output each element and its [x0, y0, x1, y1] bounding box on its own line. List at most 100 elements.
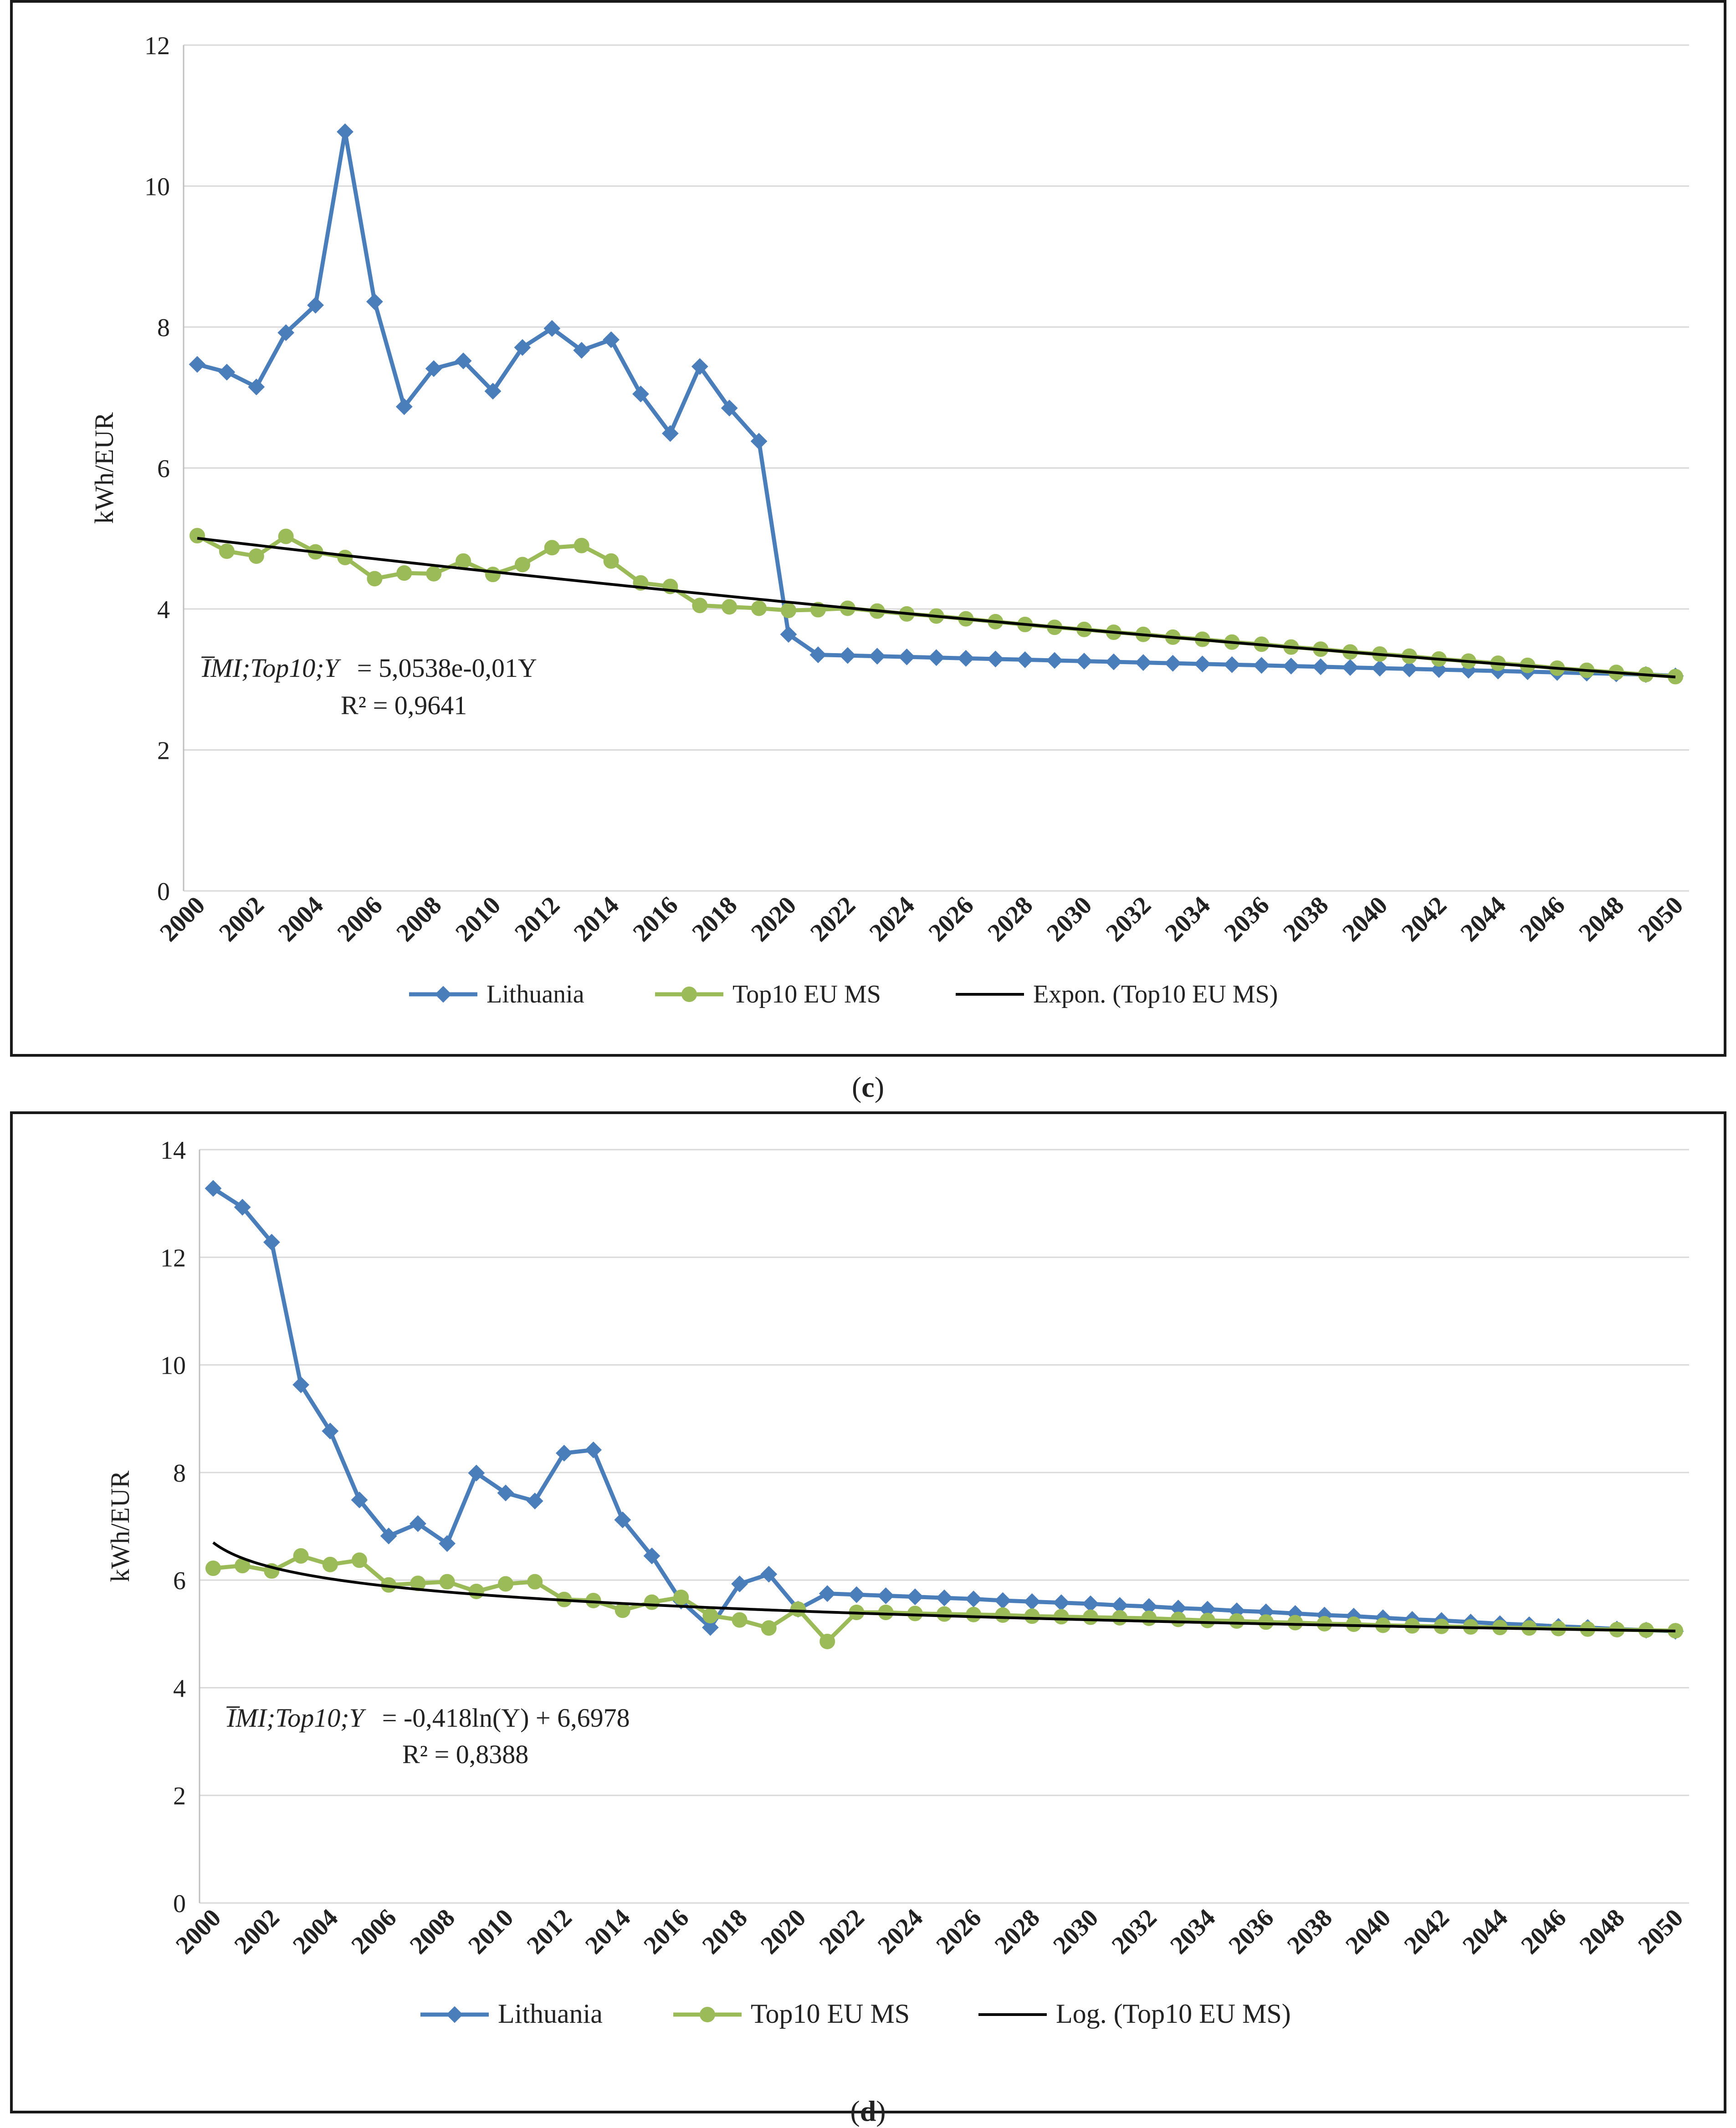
lithuania-point — [603, 331, 620, 348]
top10-point — [995, 1607, 1011, 1623]
lithuania-point — [337, 123, 353, 140]
chart-d-r-squared: R² = 0,8388 — [402, 1739, 528, 1769]
x-tick-label: 2006 — [346, 1903, 402, 1959]
lithuania-point — [439, 1535, 456, 1552]
x-tick-label: 2004 — [273, 891, 329, 947]
lithuania-point — [702, 1619, 719, 1636]
lithuania-point — [1024, 1593, 1041, 1610]
chart-d-ylabel: kWh/EUR — [105, 1470, 135, 1582]
lithuania-point — [750, 433, 768, 450]
x-tick-label: 2004 — [287, 1903, 343, 1959]
top10-point — [1083, 1609, 1098, 1625]
x-tick-label: 2022 — [805, 891, 861, 947]
lithuania-point — [614, 1511, 631, 1529]
lithuania-point — [760, 1565, 778, 1583]
x-tick-label: 2024 — [864, 891, 920, 947]
lithuania-point — [1194, 655, 1211, 673]
legend-lithuania-label: Lithuania — [486, 980, 584, 1008]
x-tick-label: 2014 — [568, 891, 625, 947]
top10-point — [751, 600, 767, 616]
equation-lhs: I̅MI;Top10;Y — [226, 1703, 367, 1733]
lithuania-point — [643, 1547, 661, 1565]
lithuania-point — [632, 385, 649, 403]
chart-d-equation: I̅MI;Top10;Y = -0,418ln(Y) + 6,6978 — [226, 1703, 630, 1733]
lithuania-point — [1401, 660, 1418, 677]
y-tick-label: 6 — [157, 455, 170, 483]
chart-c-r-squared: R² = 0,9641 — [341, 691, 467, 720]
x-tick-label: 2018 — [686, 891, 743, 947]
lithuania-point — [395, 398, 413, 415]
top10-point — [732, 1612, 748, 1628]
lithuania-point — [936, 1589, 953, 1606]
x-tick-label: 2042 — [1396, 891, 1452, 947]
lithuania-point — [839, 647, 856, 664]
lithuania-point — [425, 360, 442, 377]
top10-point — [937, 1606, 952, 1622]
legend-diamond-marker — [446, 2006, 463, 2023]
top10-point — [1170, 1611, 1186, 1627]
lithuania-point — [248, 379, 265, 395]
top10-point — [544, 540, 560, 556]
y-tick-label: 10 — [144, 173, 170, 201]
chart-d-legend: Lithuania Top10 EU MS Log. (Top10 EU MS) — [420, 1999, 1291, 2029]
x-tick-label: 2016 — [638, 1903, 694, 1959]
lithuania-point — [1342, 659, 1359, 676]
x-tick-label: 2048 — [1574, 1903, 1630, 1959]
y-tick-label: 14 — [160, 1136, 186, 1165]
legend-diamond-marker — [435, 986, 452, 1003]
lithuania-point — [661, 425, 679, 442]
x-tick-label: 2030 — [1041, 891, 1097, 947]
x-tick-label: 2026 — [923, 891, 979, 947]
x-tick-label: 2002 — [229, 1903, 285, 1959]
x-tick-label: 2002 — [214, 891, 270, 947]
lithuania-point — [1164, 655, 1182, 672]
y-tick-label: 4 — [157, 596, 170, 624]
x-tick-label: 2040 — [1337, 891, 1393, 947]
lithuania-point — [468, 1464, 485, 1482]
lithuania-point — [218, 363, 236, 381]
top10-point — [456, 553, 471, 569]
top10-point — [278, 528, 294, 544]
x-tick-label: 2026 — [931, 1903, 987, 1959]
top10-point — [439, 1574, 455, 1590]
lithuania-point — [514, 339, 531, 356]
top10-point — [878, 1605, 894, 1621]
top10-point — [219, 543, 235, 559]
lithuania-point — [573, 342, 590, 359]
y-tick-label: 12 — [160, 1244, 186, 1272]
chart-c-series-lithuania — [189, 123, 1684, 685]
x-tick-label: 2008 — [405, 1903, 461, 1959]
equation-rhs: = 5,0538e-0,01Y — [357, 653, 537, 683]
x-tick-label: 2018 — [697, 1903, 753, 1959]
top10-point — [514, 557, 530, 573]
lithuania-point — [484, 383, 502, 400]
y-tick-label: 2 — [173, 1782, 186, 1811]
lithuania-point — [987, 650, 1004, 668]
lithuania-point — [819, 1585, 836, 1602]
x-tick-label: 2034 — [1165, 1903, 1221, 1959]
chart-d-trendline — [212, 1541, 1676, 1632]
top10-point — [468, 1583, 484, 1599]
x-tick-label: 2042 — [1399, 1903, 1455, 1959]
x-tick-label: 2048 — [1573, 891, 1629, 947]
legend-trend-label: Log. (Top10 EU MS) — [1056, 1999, 1291, 2029]
x-tick-label: 2036 — [1219, 891, 1275, 947]
caption-c: (c) — [851, 1071, 885, 1103]
top10-point — [205, 1560, 221, 1576]
top10-point — [702, 1608, 718, 1624]
top10-point — [790, 1601, 806, 1617]
top10-point — [498, 1576, 513, 1592]
lithuania-point — [906, 1588, 924, 1606]
top10-point — [189, 528, 205, 544]
lithuania-point — [1312, 658, 1329, 675]
lithuania-point — [1046, 652, 1063, 669]
lithuania-point — [380, 1527, 397, 1545]
x-tick-label: 2028 — [982, 891, 1038, 947]
lithuania-point — [731, 1575, 748, 1592]
lithuania-point — [869, 648, 886, 665]
lithuania-point — [957, 650, 974, 667]
x-tick-label: 2008 — [391, 891, 447, 947]
x-tick-label: 2010 — [463, 1903, 519, 1959]
top10-point — [426, 566, 442, 582]
